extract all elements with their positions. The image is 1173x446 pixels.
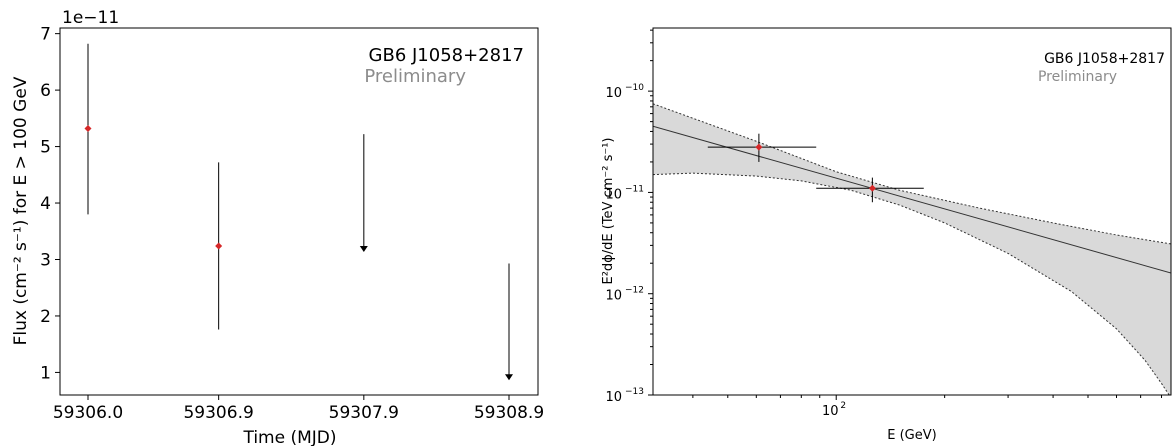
sed-x-ticks: 10 2 xyxy=(692,395,1163,419)
upper-limit-arrowhead xyxy=(359,246,368,253)
sed-butterfly xyxy=(653,103,1171,395)
y-tick-label: 7 xyxy=(40,25,51,45)
sed-data xyxy=(707,133,924,203)
lightcurve-panel: 59306.0 59306.9 59307.9 59308.9 1 2 3 4 5 6 7 1e−… xyxy=(11,8,544,446)
upper-limit-arrowhead xyxy=(505,374,513,381)
y-tick-label: 10 xyxy=(605,289,622,304)
x-tick-label: 10 xyxy=(822,404,839,419)
lightcurve-y-axis-label: Flux (cm⁻² s⁻¹) for E > 100 GeV xyxy=(11,76,31,345)
lightcurve-plot-frame xyxy=(59,27,539,396)
flux-point xyxy=(84,125,92,133)
sed-point xyxy=(755,143,763,151)
sed-point xyxy=(868,184,876,192)
y-tick-label: 5 xyxy=(40,138,51,158)
sed-preliminary-label: Preliminary xyxy=(1038,69,1117,85)
model-power-law-line xyxy=(653,125,1171,274)
y-tick-label-exponent: −11 xyxy=(625,184,644,194)
sed-y-axis-label: E²dϕ/dE (TeV cm⁻² s⁻¹) xyxy=(601,138,616,285)
y-tick-label: 6 xyxy=(40,81,51,101)
flux-point xyxy=(215,242,223,250)
y-tick-label: 1 xyxy=(40,363,51,383)
y-tick-label: 4 xyxy=(40,194,51,214)
y-tick-label-exponent: −13 xyxy=(625,387,644,397)
x-tick-label: 59306.0 xyxy=(53,403,123,423)
lightcurve-offset-text: 1e−11 xyxy=(62,8,119,28)
lightcurve-x-ticks: 59306.0 59306.9 59307.9 59308.9 xyxy=(53,395,544,423)
x-tick-label: 59307.9 xyxy=(329,403,399,423)
lightcurve-x-axis-label: Time (MJD) xyxy=(242,428,336,446)
y-tick-label-exponent: −10 xyxy=(625,83,644,93)
y-tick-label: 10 xyxy=(605,187,622,202)
x-tick-label-exponent: 2 xyxy=(840,401,846,411)
y-tick-label: 3 xyxy=(40,250,51,270)
x-tick-label: 59306.9 xyxy=(183,403,253,423)
lightcurve-preliminary-label: Preliminary xyxy=(364,66,466,87)
y-tick-label: 2 xyxy=(40,307,51,327)
sed-plot-frame xyxy=(652,27,1172,396)
y-tick-label: 10 xyxy=(605,86,622,101)
sed-source-label: GB6 J1058+2817 xyxy=(1044,51,1165,67)
x-tick-label: 59308.9 xyxy=(474,403,544,423)
lightcurve-y-ticks: 1 2 3 4 5 6 7 xyxy=(40,25,60,383)
butterfly-fill xyxy=(653,103,1171,395)
lightcurve-source-label: GB6 J1058+2817 xyxy=(369,45,524,66)
y-tick-label-exponent: −12 xyxy=(625,286,644,296)
y-tick-label: 10 xyxy=(605,390,622,405)
butterfly-upper-edge xyxy=(653,103,1171,245)
lightcurve-data xyxy=(84,43,513,381)
sed-x-axis-label: E (GeV) xyxy=(887,428,936,443)
